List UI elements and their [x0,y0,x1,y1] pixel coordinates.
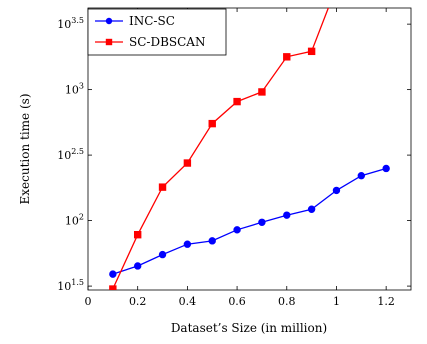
y-tick-label: 103 [65,82,84,97]
data-point [133,262,142,270]
legend-label: INC-SC [129,14,175,28]
y-axis-ticks: 101.5 102 102.5 103 103.5 [57,16,411,293]
x-axis-ticks: 0 0.2 0.4 0.6 0.8 1 1.2 [85,8,395,308]
y-axis-label: Execution time (s) [18,94,32,205]
legend-label: SC-DBSCAN [129,35,205,49]
y-tick-label: 101.5 [57,278,84,293]
data-point [307,205,316,213]
data-point [382,164,390,173]
legend-marker [105,17,113,25]
series-layer [109,8,390,290]
x-tick-label: 0.2 [129,295,147,308]
data-point [208,237,216,245]
x-tick-label: 0.8 [278,295,296,308]
data-point [233,97,241,106]
x-tick-label: 1.2 [377,295,395,308]
series-line [112,167,387,275]
data-point [307,47,316,56]
y-tick-label: 103.5 [57,16,84,31]
x-axis-label: Dataset’s Size (in million) [171,321,327,335]
series-inc-sc [109,164,390,278]
x-tick-label: 0.6 [228,295,246,308]
x-tick-label: 1 [333,295,340,308]
series-sc-dbscan [109,8,330,290]
data-point [183,159,192,167]
data-point [183,240,192,248]
data-point [283,211,291,219]
data-point [233,226,241,234]
data-point [208,119,216,128]
data-point [283,53,291,61]
data-point [109,285,117,290]
y-tick-label: 102 [65,213,84,228]
data-point [357,172,366,180]
legend-box [87,8,227,56]
data-point [109,270,117,278]
plot-area-frame [87,7,412,291]
series-line [112,8,330,290]
data-point [158,183,167,191]
data-point [258,218,266,227]
x-tick-label: 0.4 [179,295,197,308]
legend-marker [105,38,113,46]
data-point [258,88,266,96]
x-tick-label: 0 [85,295,92,308]
data-point [332,186,341,195]
data-point [133,231,142,239]
y-tick-label: 102.5 [57,147,84,162]
legend: INC-SC SC-DBSCAN [87,8,227,56]
data-point [158,250,167,259]
